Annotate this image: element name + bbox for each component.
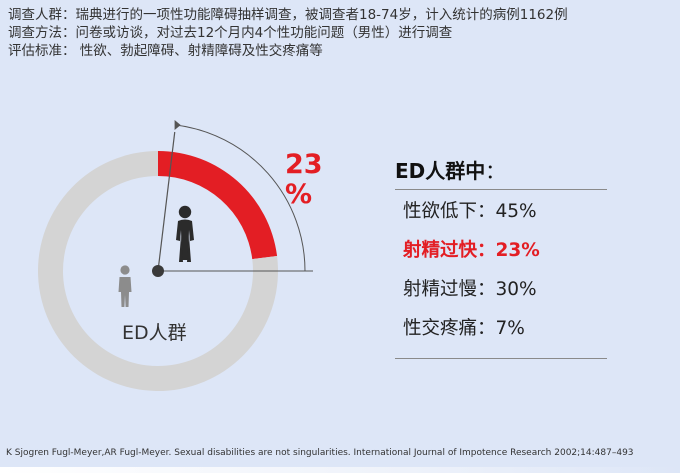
angle-pointer [157,131,176,272]
stats-title: ED人群中： [395,157,607,185]
standing-man-icon [176,205,194,262]
method-text: 问卷或访谈，对过去12个月内4个性功能问题（男性）进行调查 [75,25,453,41]
stats-title-colon: ： [485,159,506,183]
population-text: 瑞典进行的一项性功能障碍抽样调查，被调查者18-74岁，计入统计的病例1162例 [75,7,568,23]
highlight-number: 23 [285,149,323,180]
highlight-percent: 23 % [285,150,325,210]
highlight-unit: % [285,179,313,210]
ring-center-label: ED人群 [122,322,187,344]
method-label: 调查方法： [8,25,76,41]
stat-item: 性欲低下：45% [403,201,537,222]
bottom-decor-bar [0,467,680,473]
stats-divider-bottom [395,358,607,359]
stat-item: 性交疼痛：7% [403,318,525,339]
criteria-line: 评估标准： 性欲、勃起障碍、射精障碍及性交疼痛等 [8,42,672,60]
survey-header: 调查人群：瑞典进行的一项性功能障碍抽样调查，被调查者18-74岁，计入统计的病例… [8,6,672,60]
angle-arc [175,124,306,272]
population-label: 调查人群： [8,7,76,23]
citation: K Sjogren Fugl-Meyer,AR Fugl-Meyer. Sexu… [6,448,634,458]
stat-item: 射精过快：23% [403,240,540,261]
criteria-label: 评估标准： [8,43,76,59]
ring-slices [38,151,278,392]
angle-pointer-tip [174,120,181,131]
ring-annotations [152,120,313,277]
stats-list: 性欲低下：45% 射精过快：23% 射精过慢：30% 性交疼痛：7% [395,190,607,342]
stats-panel: ED人群中： 性欲低下：45% 射精过快：23% 射精过慢：30% 性交疼痛：7% [395,157,607,355]
stats-title-text: ED人群中 [395,159,486,183]
population-line: 调查人群：瑞典进行的一项性功能障碍抽样调查，被调查者18-74岁，计入统计的病例… [8,6,672,24]
stat-item: 射精过慢：30% [403,279,537,300]
ring-slice-highlight [158,151,278,260]
center-dot [152,265,164,277]
stats-divider-top [395,189,607,190]
method-line: 调查方法：问卷或访谈，对过去12个月内4个性功能问题（男性）进行调查 [8,24,672,42]
criteria-text: 性欲、勃起障碍、射精障碍及性交疼痛等 [75,43,323,59]
standing-man-gray-icon [118,265,132,307]
